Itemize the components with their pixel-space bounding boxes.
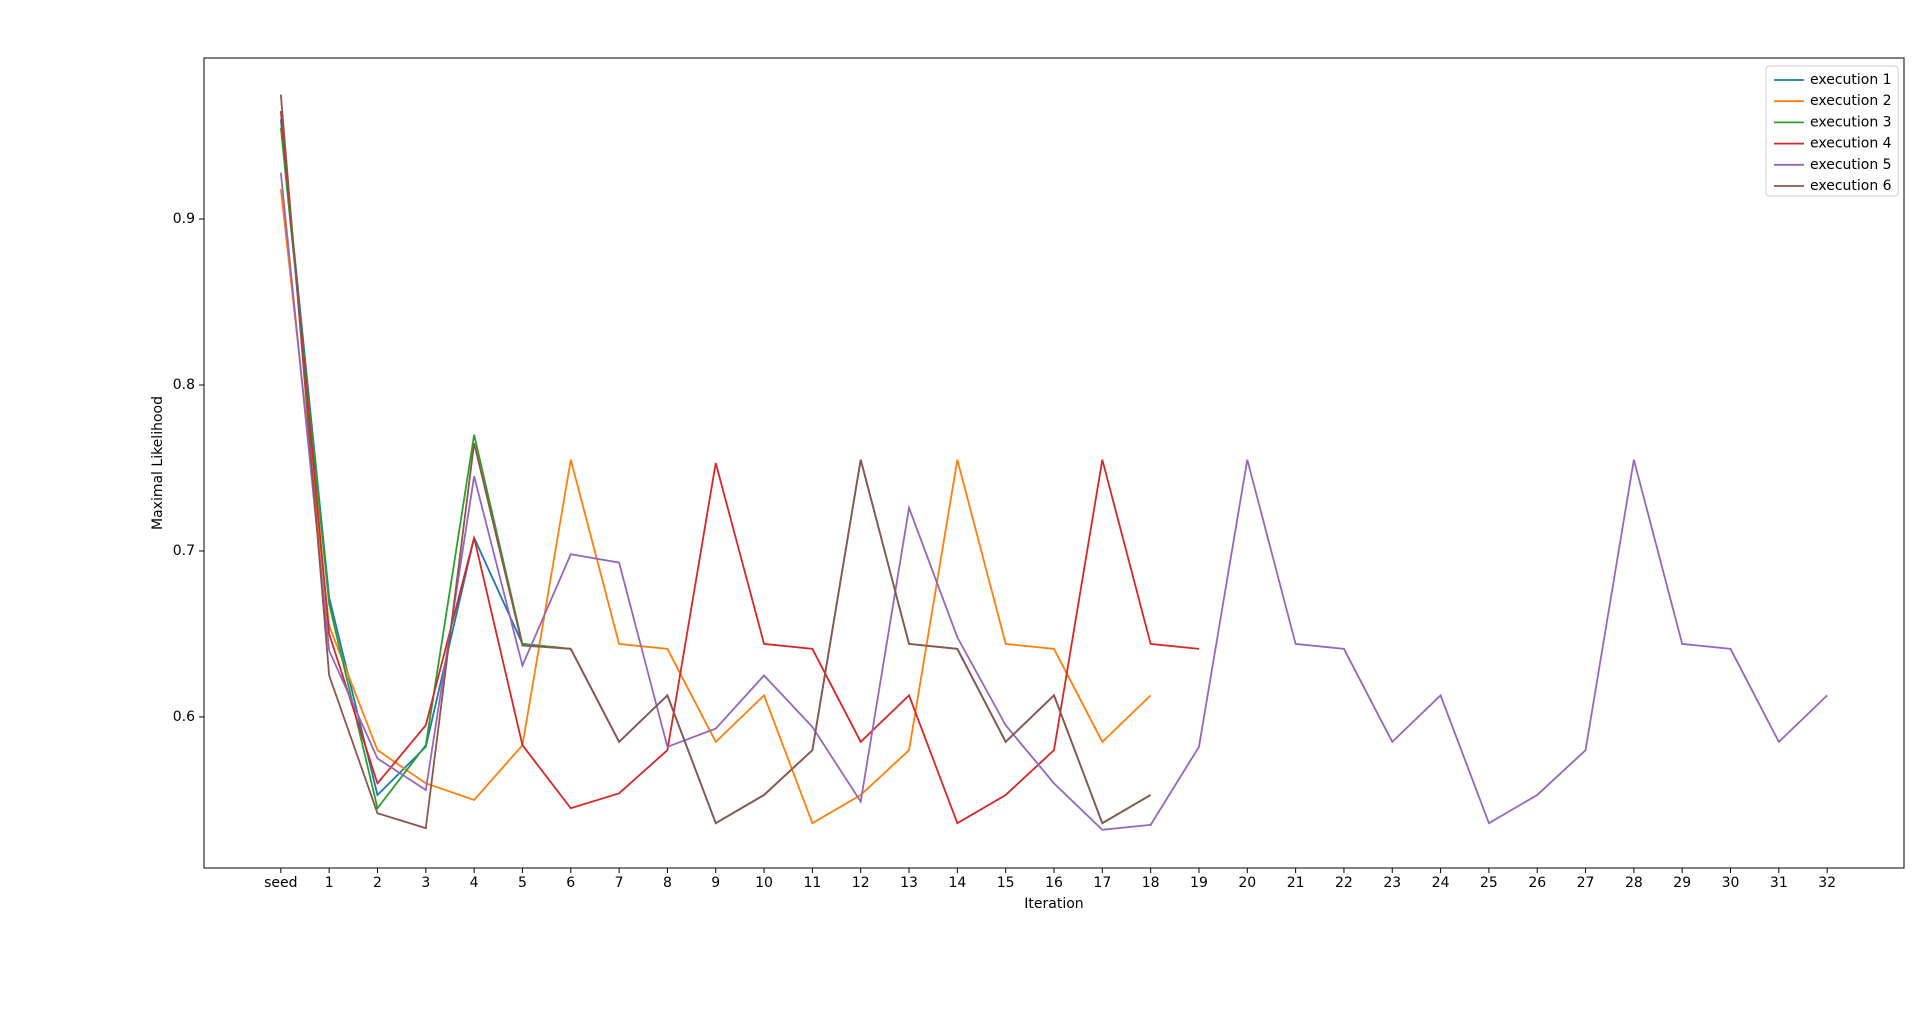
x-tick-label: 30 <box>1722 875 1740 891</box>
legend-box <box>1765 65 1899 197</box>
x-tick-label: 29 <box>1673 875 1691 891</box>
legend-label: execution 4 <box>1810 136 1892 152</box>
x-tick-label: seed <box>264 875 297 891</box>
x-tick-label: 6 <box>566 875 575 891</box>
x-tick-label: 7 <box>615 875 624 891</box>
x-tick-label: 2 <box>373 875 382 891</box>
legend-label: execution 6 <box>1810 178 1892 194</box>
x-tick-label: 31 <box>1770 875 1788 891</box>
series-line <box>279 119 1152 825</box>
x-tick-label: 21 <box>1287 875 1305 891</box>
y-tick-label: 0.8 <box>173 377 195 393</box>
x-tick-label: 5 <box>518 875 527 891</box>
x-tick-label: 24 <box>1432 875 1450 891</box>
series-line <box>279 111 1200 825</box>
legend-label: execution 3 <box>1810 114 1892 130</box>
x-tick-label: 11 <box>803 875 821 891</box>
x-tick-label: 19 <box>1190 875 1208 891</box>
y-axis-label: Maximal Likelihood <box>150 396 166 530</box>
x-tick-label: 18 <box>1142 875 1160 891</box>
x-tick-label: 17 <box>1093 875 1111 891</box>
series-line <box>279 172 1828 831</box>
x-tick-label: 23 <box>1383 875 1401 891</box>
x-tick-label: 13 <box>900 875 918 891</box>
x-tick-label: 4 <box>470 875 479 891</box>
legend-label: execution 5 <box>1810 157 1892 173</box>
series-line <box>279 94 1152 830</box>
x-tick-label: 22 <box>1335 875 1353 891</box>
x-tick-label: 15 <box>997 875 1015 891</box>
x-tick-label: 25 <box>1480 875 1498 891</box>
legend-label: execution 2 <box>1810 93 1892 109</box>
x-tick-label: 10 <box>755 875 773 891</box>
x-tick-label: 9 <box>711 875 720 891</box>
x-tick-label: 20 <box>1238 875 1256 891</box>
x-tick-label: 26 <box>1528 875 1546 891</box>
y-tick-label: 0.7 <box>173 543 195 559</box>
x-tick-label: 12 <box>852 875 870 891</box>
x-tick-label: 28 <box>1625 875 1643 891</box>
x-tick-label: 3 <box>421 875 430 891</box>
series-line <box>279 189 1152 825</box>
x-tick-label: 32 <box>1818 875 1836 891</box>
x-tick-label: 8 <box>663 875 672 891</box>
y-tick-label: 0.6 <box>173 709 195 725</box>
legend-label: execution 1 <box>1810 72 1892 88</box>
x-tick-label: 14 <box>948 875 966 891</box>
y-tick-label: 0.9 <box>173 211 195 227</box>
series-line <box>279 127 571 811</box>
x-tick-label: 1 <box>325 875 334 891</box>
x-tick-label: 27 <box>1577 875 1595 891</box>
x-axis-label: Iteration <box>1024 896 1083 912</box>
x-tick-label: 16 <box>1045 875 1063 891</box>
